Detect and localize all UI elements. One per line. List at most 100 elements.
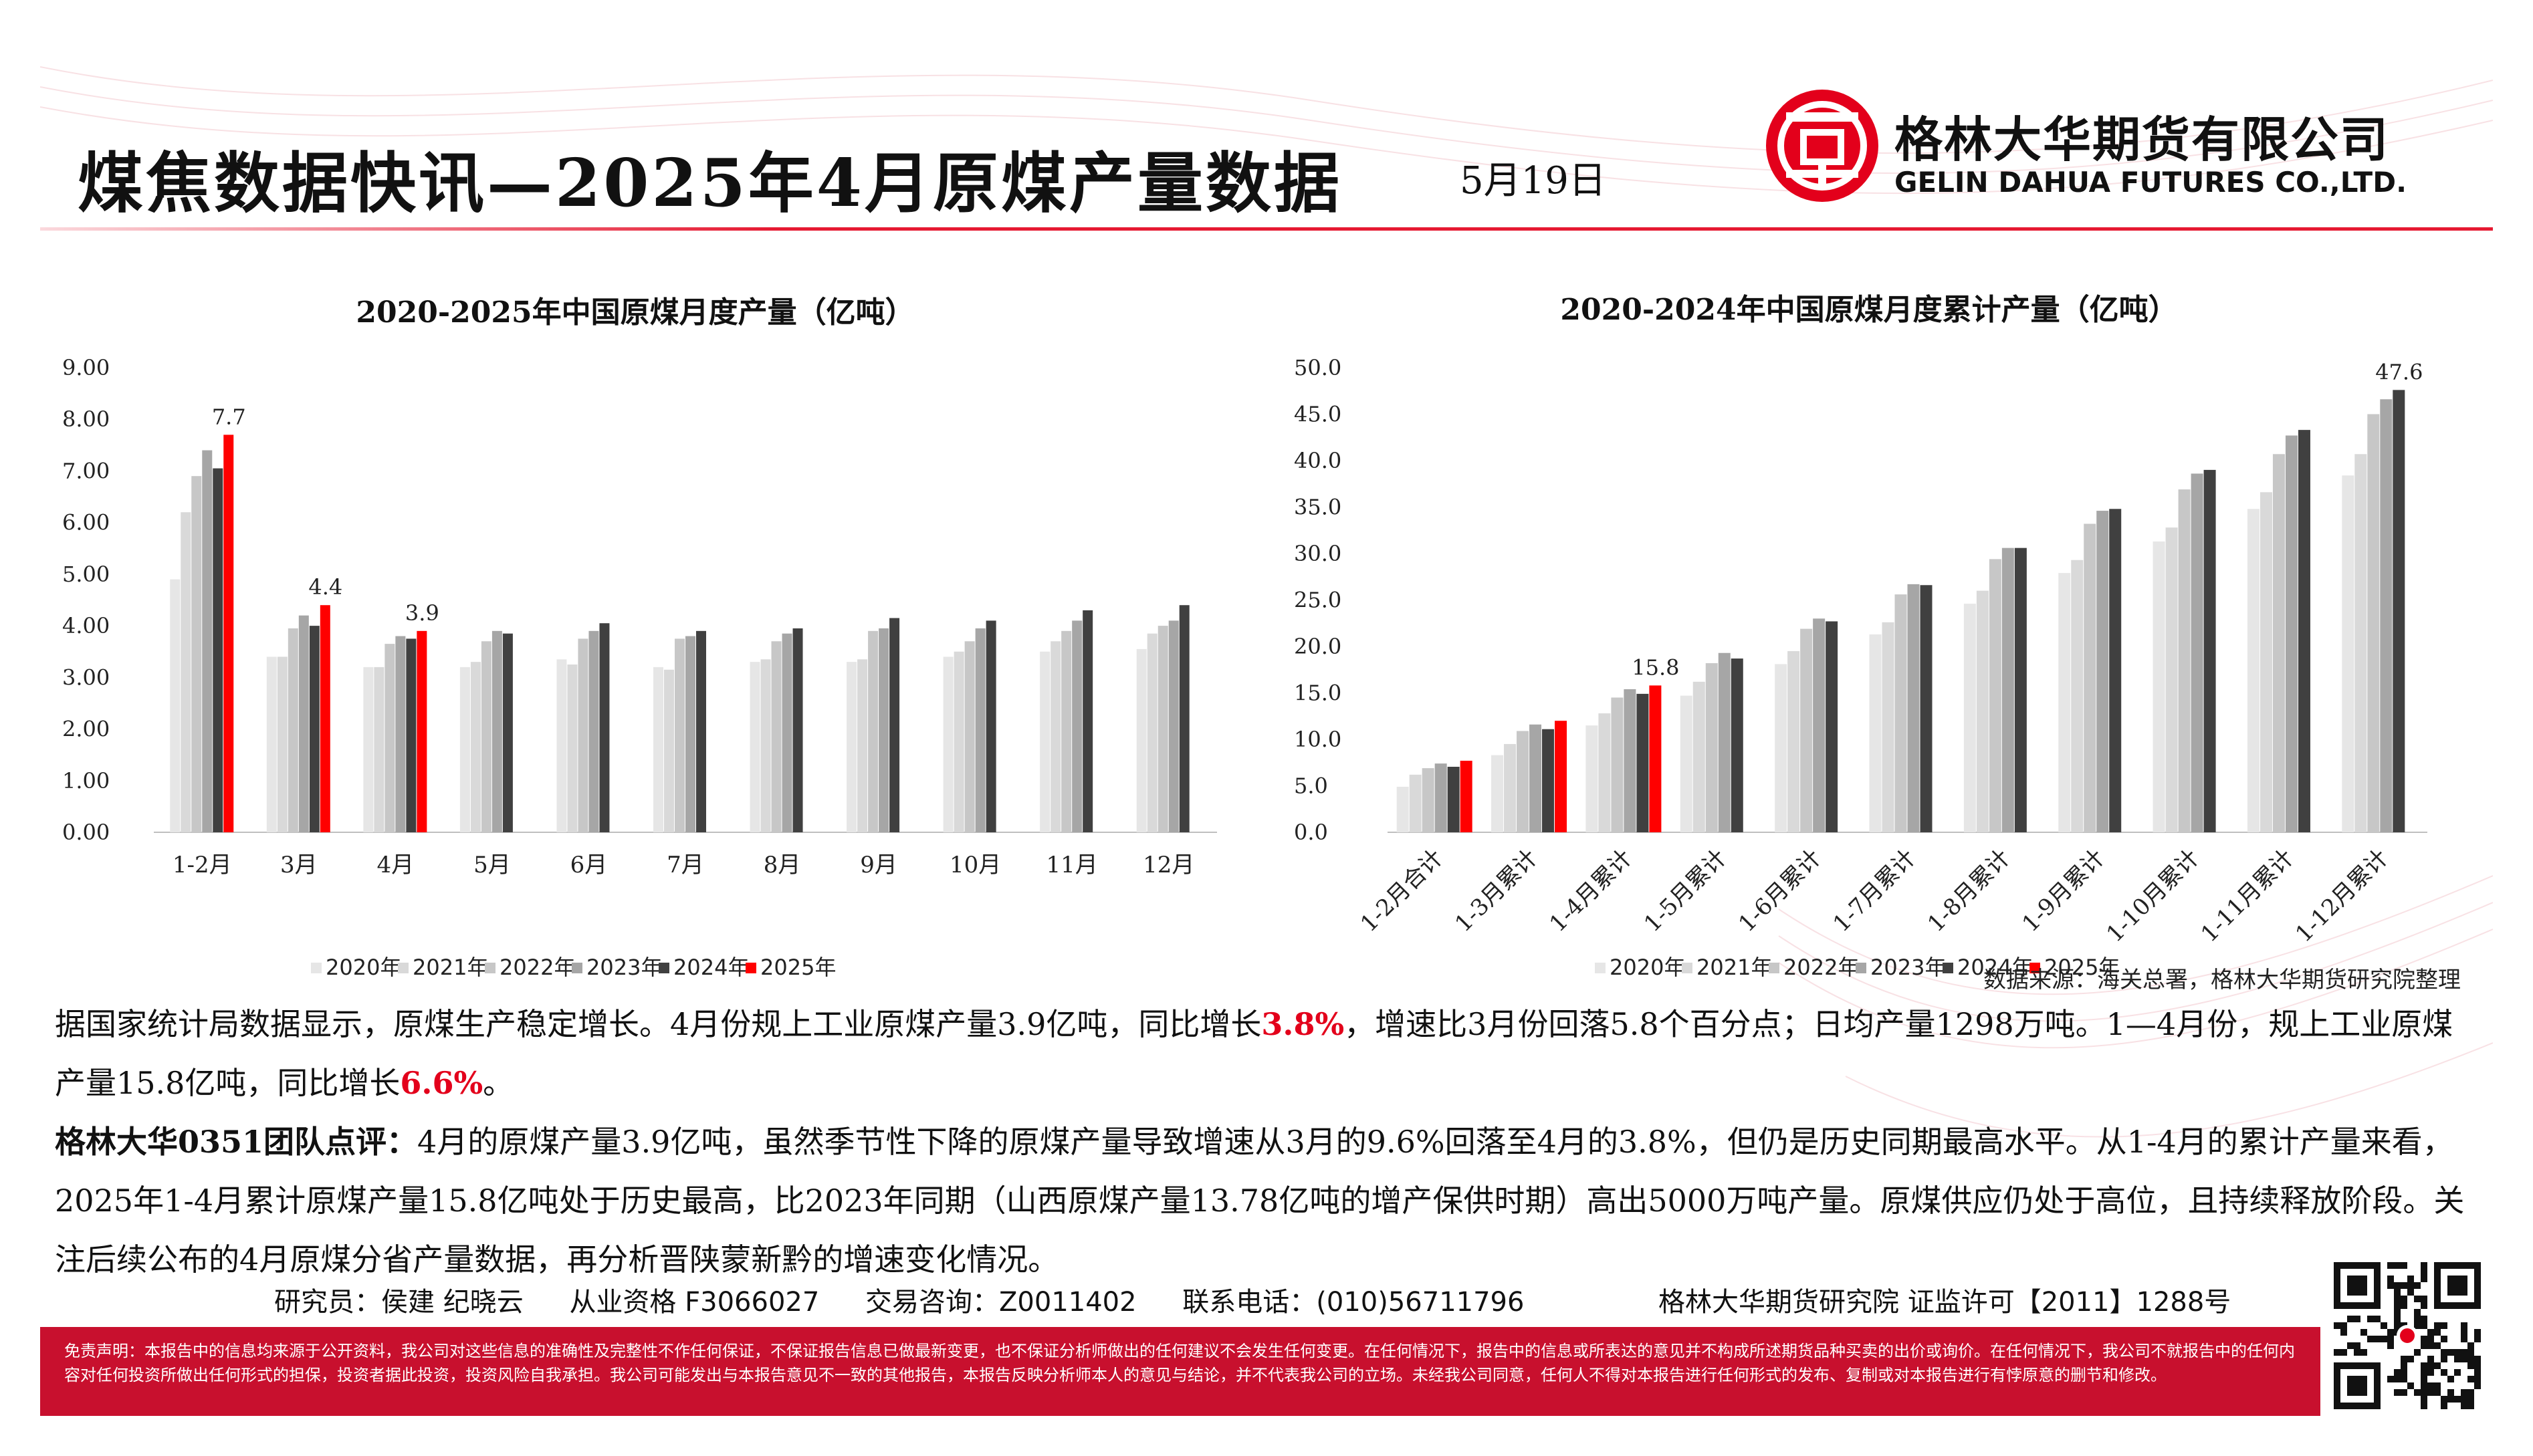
bar-2024年-12月 <box>1179 605 1190 832</box>
cumulative-output-chart: 2020-2024年中国原煤月度累计产量（亿吨） 50.0 45.0 40.0 35.0… <box>1294 293 2427 980</box>
bar-2023年-7月 <box>685 636 695 832</box>
y-tick-label: 15.0 <box>1294 681 1341 706</box>
bar-2022年-1-3月累计 <box>1517 731 1529 832</box>
bar-2022年-5月 <box>481 641 491 832</box>
summary-text-2: ，增速比3月份回落5.8个百分点；日均产量1298万吨。1—4月份，规上工业原煤… <box>55 1006 2453 1101</box>
bar-2020年-10月 <box>943 656 954 832</box>
footer-license: 从业资格 F3066027 <box>569 1287 820 1318</box>
bar-2022年-12月 <box>1158 626 1168 832</box>
bar-2024年-1-3月累计 <box>1542 729 1555 832</box>
summary-highlight-yoy-ytd: 6.6% <box>400 1065 483 1101</box>
bar-2023年-3月 <box>298 615 309 832</box>
commentary-lead: 格林大华0351团队点评： <box>55 1124 418 1160</box>
bar-2025年-4月 <box>417 630 427 832</box>
y-tick-label: 4.00 <box>62 613 110 638</box>
bar-2020年-4月 <box>363 666 374 832</box>
x-category-label: 1-9月累计 <box>2017 844 2110 937</box>
bar-2020年-5月 <box>459 666 470 832</box>
data-label: 47.6 <box>2375 359 2423 384</box>
monthly-output-chart: 2020-2025年中国原煤月度产量（亿吨） 9.00 8.00 7.00 6.00 5.… <box>62 295 1217 980</box>
bar-2021年-1-4月累计 <box>1598 713 1611 832</box>
bar-2023年-1-10月累计 <box>2191 473 2203 832</box>
y-tick-label: 20.0 <box>1294 634 1341 659</box>
bar-2021年-4月 <box>374 666 384 832</box>
y-tick-label: 0.00 <box>62 820 110 845</box>
legend-label: 2023年 <box>586 955 662 980</box>
y-tick-label: 9.00 <box>62 355 110 380</box>
bar-2021年-1-6月累计 <box>1787 650 1800 832</box>
bar-2020年-1-3月累计 <box>1491 755 1504 832</box>
bar-2020年-8月 <box>750 662 760 832</box>
bar-2025年-1-4月累计 <box>1649 685 1662 832</box>
y-tick-label: 5.00 <box>62 562 110 587</box>
title-divider <box>40 227 2493 231</box>
summary-text-1: 据国家统计局数据显示，原煤生产稳定增长。4月份规上工业原煤产量3.9亿吨，同比增… <box>55 1006 1262 1042</box>
company-name-en: GELIN DAHUA FUTURES CO.,LTD. <box>1894 166 2407 199</box>
y-tick-label: 30.0 <box>1294 541 1341 566</box>
bar-2025年-1-2月合计 <box>1460 760 1472 832</box>
bar-2024年-1-6月累计 <box>1826 621 1838 832</box>
summary-text-3: 。 <box>483 1065 514 1101</box>
legend-label: 2024年 <box>1957 955 2033 980</box>
x-category-label: 1-6月累计 <box>1733 844 1826 937</box>
bar-2022年-1-2月合计 <box>1422 768 1434 832</box>
bar-2024年-11月 <box>1083 610 1093 832</box>
commentary-body: 4月的原煤产量3.9亿吨，虽然季节性下降的原煤产量导致增速从3月的9.6%回落至… <box>55 1124 2465 1278</box>
legend-swatch <box>398 963 409 973</box>
bar-2021年-3月 <box>277 656 288 832</box>
bar-2023年-1-9月累计 <box>2096 511 2109 832</box>
bar-2023年-1-2月合计 <box>1434 763 1447 832</box>
bar-2021年-1-2月合计 <box>1409 774 1422 832</box>
data-label: 15.8 <box>1632 654 1679 680</box>
footer-organization: 格林大华期货研究院 证监许可【2011】1288号 <box>1658 1287 2231 1318</box>
legend-label: 2020年 <box>326 955 401 980</box>
bar-2023年-1-7月累计 <box>1907 584 1920 832</box>
legend-swatch <box>659 963 669 973</box>
y-tick-label: 3.00 <box>62 664 110 690</box>
legend-label: 2022年 <box>1783 955 1859 980</box>
bar-2023年-4月 <box>395 636 406 832</box>
x-category-label: 3月 <box>280 852 318 878</box>
bar-2022年-1-9月累计 <box>2084 523 2096 832</box>
y-tick-label: 10.0 <box>1294 727 1341 752</box>
bar-2021年-1-11月累计 <box>2260 492 2272 832</box>
x-category-label: 1-3月累计 <box>1450 844 1543 937</box>
bar-2021年-1-12月累计 <box>2354 454 2367 832</box>
y-tick-label: 8.00 <box>62 406 110 432</box>
summary-paragraph: 据国家统计局数据显示，原煤生产稳定增长。4月份规上工业原煤产量3.9亿吨，同比增… <box>55 995 2475 1112</box>
y-tick-label: 5.0 <box>1294 773 1328 799</box>
bar-2024年-1-2月合计 <box>1447 767 1460 832</box>
bar-2024年-9月 <box>889 618 900 832</box>
disclaimer-banner: 免责声明：本报告中的信息均来源于公开资料，我公司对这些信息的准确性及完整性不作任… <box>40 1327 2320 1416</box>
bar-2021年-10月 <box>954 651 964 832</box>
bar-2021年-1-9月累计 <box>2071 560 2084 832</box>
x-category-label: 1-2月 <box>173 852 232 878</box>
bar-2021年-1-7月累计 <box>1882 622 1894 832</box>
y-tick-label: 0.0 <box>1294 820 1328 845</box>
y-tick-label: 2.00 <box>62 717 110 742</box>
bar-2022年-1-12月累计 <box>2367 414 2380 832</box>
legend-swatch <box>1943 963 1953 973</box>
bar-2020年-11月 <box>1040 651 1051 832</box>
bar-2021年-8月 <box>760 659 771 832</box>
bar-2023年-1-3月累计 <box>1529 724 1542 832</box>
x-category-label: 5月 <box>473 852 511 878</box>
y-tick-label: 7.00 <box>62 458 110 483</box>
y-tick-label: 6.00 <box>62 510 110 535</box>
legend-swatch <box>746 963 756 973</box>
bar-2021年-7月 <box>664 669 674 832</box>
report-frame: 煤焦数据快讯—2025年4月原煤产量数据 5月19日 格林大华期货有限公司 GE… <box>40 40 2493 1416</box>
report-date: 5月19日 <box>1460 159 1606 203</box>
data-label: 7.7 <box>212 404 246 429</box>
legend-label: 2024年 <box>673 955 749 980</box>
y-tick-label: 1.00 <box>62 768 110 794</box>
x-category-label: 10月 <box>950 852 1001 878</box>
y-tick-label: 35.0 <box>1294 495 1341 520</box>
bar-2020年-12月 <box>1136 648 1147 832</box>
bar-2020年-1-6月累计 <box>1775 664 1787 832</box>
legend-label: 2023年 <box>1870 955 1946 980</box>
background-waves <box>40 66 2493 1138</box>
bar-2023年-1-8月累计 <box>2001 548 2014 832</box>
bar-2022年-8月 <box>771 641 782 832</box>
legend-label: 2020年 <box>1610 955 1685 980</box>
